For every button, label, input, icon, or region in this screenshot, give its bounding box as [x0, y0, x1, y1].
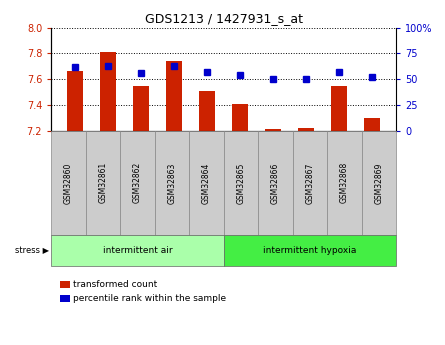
Text: GSM32864: GSM32864: [202, 162, 211, 204]
Bar: [298, 128, 314, 131]
Bar: [166, 61, 182, 131]
Title: GDS1213 / 1427931_s_at: GDS1213 / 1427931_s_at: [145, 12, 303, 25]
Text: stress ▶: stress ▶: [15, 246, 49, 255]
Bar: [364, 118, 380, 131]
Text: GSM32866: GSM32866: [271, 162, 280, 204]
Bar: [100, 52, 116, 131]
Bar: [331, 87, 348, 131]
Text: GSM32863: GSM32863: [167, 162, 176, 204]
Bar: [199, 91, 215, 131]
Text: percentile rank within the sample: percentile rank within the sample: [73, 294, 227, 303]
Text: GSM32861: GSM32861: [98, 162, 107, 204]
Bar: [133, 87, 150, 131]
Text: transformed count: transformed count: [73, 280, 158, 289]
Bar: [232, 104, 248, 131]
Text: GSM32868: GSM32868: [340, 162, 349, 204]
Text: GSM32867: GSM32867: [305, 162, 314, 204]
Text: GSM32865: GSM32865: [236, 162, 245, 204]
Bar: [67, 71, 83, 131]
Bar: [265, 129, 281, 131]
Text: GSM32869: GSM32869: [374, 162, 383, 204]
Text: intermittent hypoxia: intermittent hypoxia: [263, 246, 356, 255]
Text: intermittent air: intermittent air: [103, 246, 172, 255]
Text: GSM32860: GSM32860: [64, 162, 73, 204]
Text: GSM32862: GSM32862: [133, 162, 142, 204]
